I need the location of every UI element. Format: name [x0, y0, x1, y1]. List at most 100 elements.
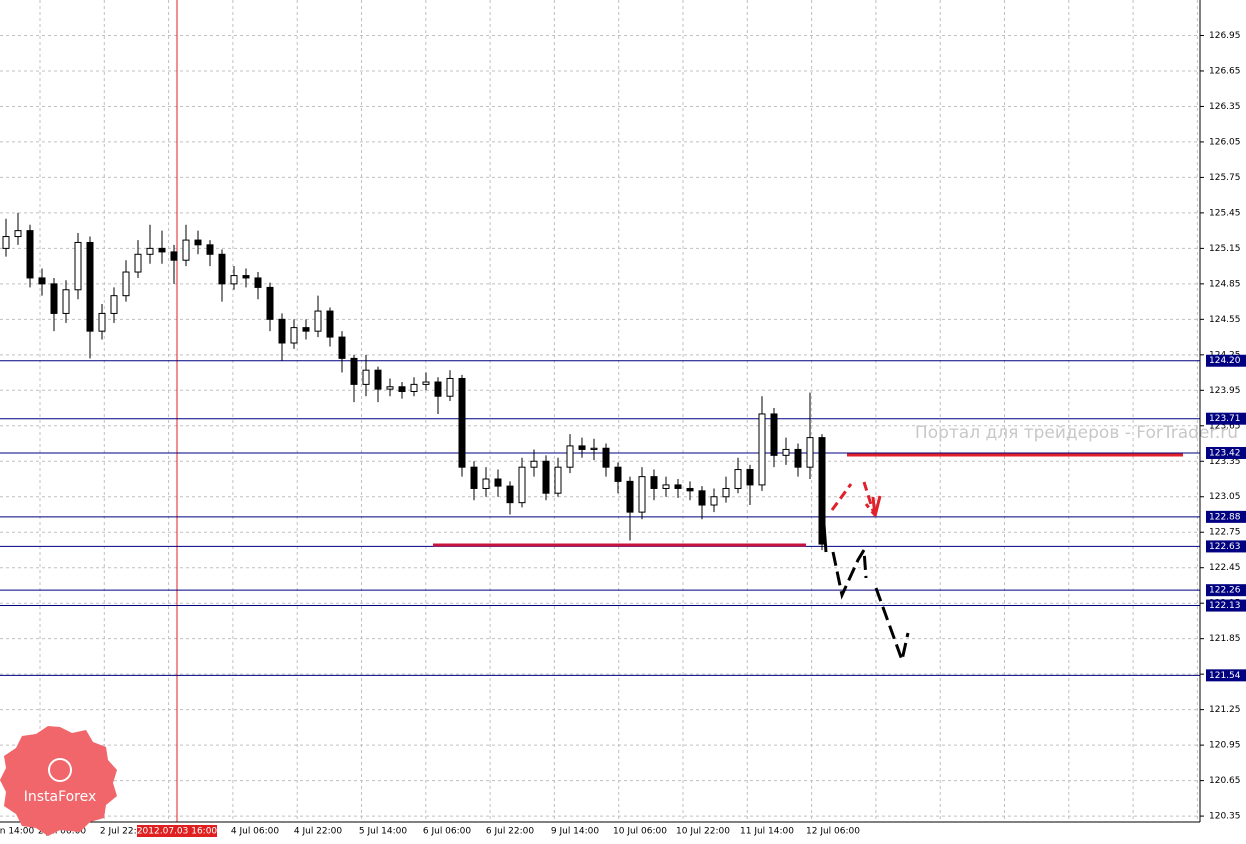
candle-body: [758, 413, 766, 486]
level-label-box: [1206, 599, 1246, 612]
x-tick-label: 9 Jul 14:00: [551, 827, 600, 837]
level-label: 122.88: [1209, 512, 1241, 522]
candle-body: [134, 253, 142, 273]
black-line: [820, 496, 828, 553]
level-label-box: [1206, 669, 1246, 682]
candle-body: [458, 377, 466, 468]
level-label-box: [1206, 510, 1246, 523]
y-tick-label: 120.95: [1209, 741, 1241, 751]
candle-body: [110, 295, 118, 314]
x-tick-label: n 14:00: [0, 827, 35, 837]
candle-body: [26, 230, 34, 279]
watermark: Портал для трейдеров - ForTrader.ru: [915, 423, 1238, 443]
candle-body: [506, 485, 514, 504]
y-tick-label: 122.45: [1209, 563, 1241, 573]
y-tick-label: 120.65: [1209, 776, 1241, 786]
y-tick-label: 125.75: [1209, 173, 1241, 183]
candle-body: [782, 448, 790, 456]
y-tick-label: 123.05: [1209, 492, 1241, 502]
candle-body: [206, 244, 214, 255]
black-arrow: [831, 545, 868, 600]
candle-body: [194, 239, 202, 246]
candle-body: [734, 469, 742, 489]
candle-body: [638, 476, 646, 513]
y-tick-label: 124.85: [1209, 279, 1241, 289]
x-tick-label: 2 Jul 06:00: [38, 827, 87, 837]
candle-body: [74, 241, 82, 291]
y-tick-label: 126.05: [1209, 137, 1241, 147]
candle-body: [302, 327, 310, 332]
y-tick-label: 123.65: [1209, 421, 1241, 431]
candle-body: [794, 448, 802, 468]
level-label-box: [1206, 584, 1246, 597]
candle-body: [338, 336, 346, 359]
candle-body: [242, 275, 250, 279]
black-arrow: [874, 587, 910, 666]
candle-body: [14, 230, 22, 238]
candle-body: [590, 447, 598, 450]
candle-body: [230, 275, 238, 285]
logo-icon: [48, 758, 72, 782]
candle-body: [518, 466, 526, 504]
candle-body: [50, 283, 58, 314]
candle-body: [374, 369, 382, 390]
level-label: 124.20: [1209, 356, 1241, 366]
candle-body: [470, 466, 478, 489]
candle-body: [662, 484, 670, 489]
candle-body: [98, 312, 106, 332]
x-tick-label: 4 Jul 06:00: [231, 827, 280, 837]
candle-body: [542, 460, 550, 494]
candle-body: [2, 236, 10, 249]
candle-body: [566, 445, 574, 468]
x-tick-label: 2 Jul 22:00: [100, 827, 149, 837]
red-arrowhead: [871, 495, 882, 517]
candle-body: [746, 469, 754, 486]
cursor-label-box: [137, 825, 217, 837]
candle-body: [410, 383, 418, 392]
candle-body: [770, 413, 778, 456]
annotations: [433, 453, 1183, 666]
candle-body: [614, 466, 622, 482]
candle-body: [350, 357, 358, 385]
y-tick-label: 122.75: [1209, 528, 1241, 538]
y-tick-label: 123.95: [1209, 386, 1241, 396]
candle-body: [326, 310, 334, 338]
y-tick-label: 125.15: [1209, 244, 1241, 254]
y-tick-label: 126.95: [1209, 31, 1241, 41]
candle-body: [554, 466, 562, 494]
candle-body: [122, 271, 130, 297]
x-tick-label: 5 Jul 14:00: [359, 827, 408, 837]
logo-text: InstaForex: [24, 789, 97, 805]
candle-body: [698, 490, 706, 506]
candle-body: [434, 381, 442, 397]
candle-body: [158, 247, 166, 253]
cursor-label: 2012.07.03 16:00: [137, 827, 218, 837]
candle-body: [422, 381, 430, 385]
candle-body: [722, 487, 730, 498]
candle-body: [170, 251, 178, 261]
candle-body: [362, 369, 370, 385]
candle-body: [494, 478, 502, 487]
candle-body: [290, 327, 298, 344]
x-tick-label: 4 Jul 22:00: [294, 827, 343, 837]
candle-body: [62, 289, 70, 314]
candles: [2, 212, 826, 550]
candle-body: [482, 478, 490, 489]
candle-body: [386, 386, 394, 390]
level-label: 122.63: [1209, 542, 1241, 552]
candle-body: [254, 277, 262, 288]
candle-body: [266, 286, 274, 320]
level-label-box: [1206, 446, 1246, 459]
level-label: 123.42: [1209, 448, 1241, 458]
level-label-box: [1206, 540, 1246, 553]
level-label-box: [1206, 412, 1246, 425]
logo: InstaForex: [0, 726, 117, 836]
candle-body: [674, 484, 682, 489]
candle-body: [602, 447, 610, 468]
candle-body: [38, 277, 46, 285]
candle-body: [398, 386, 406, 392]
candle-body: [818, 437, 826, 545]
candle-body: [530, 460, 538, 468]
